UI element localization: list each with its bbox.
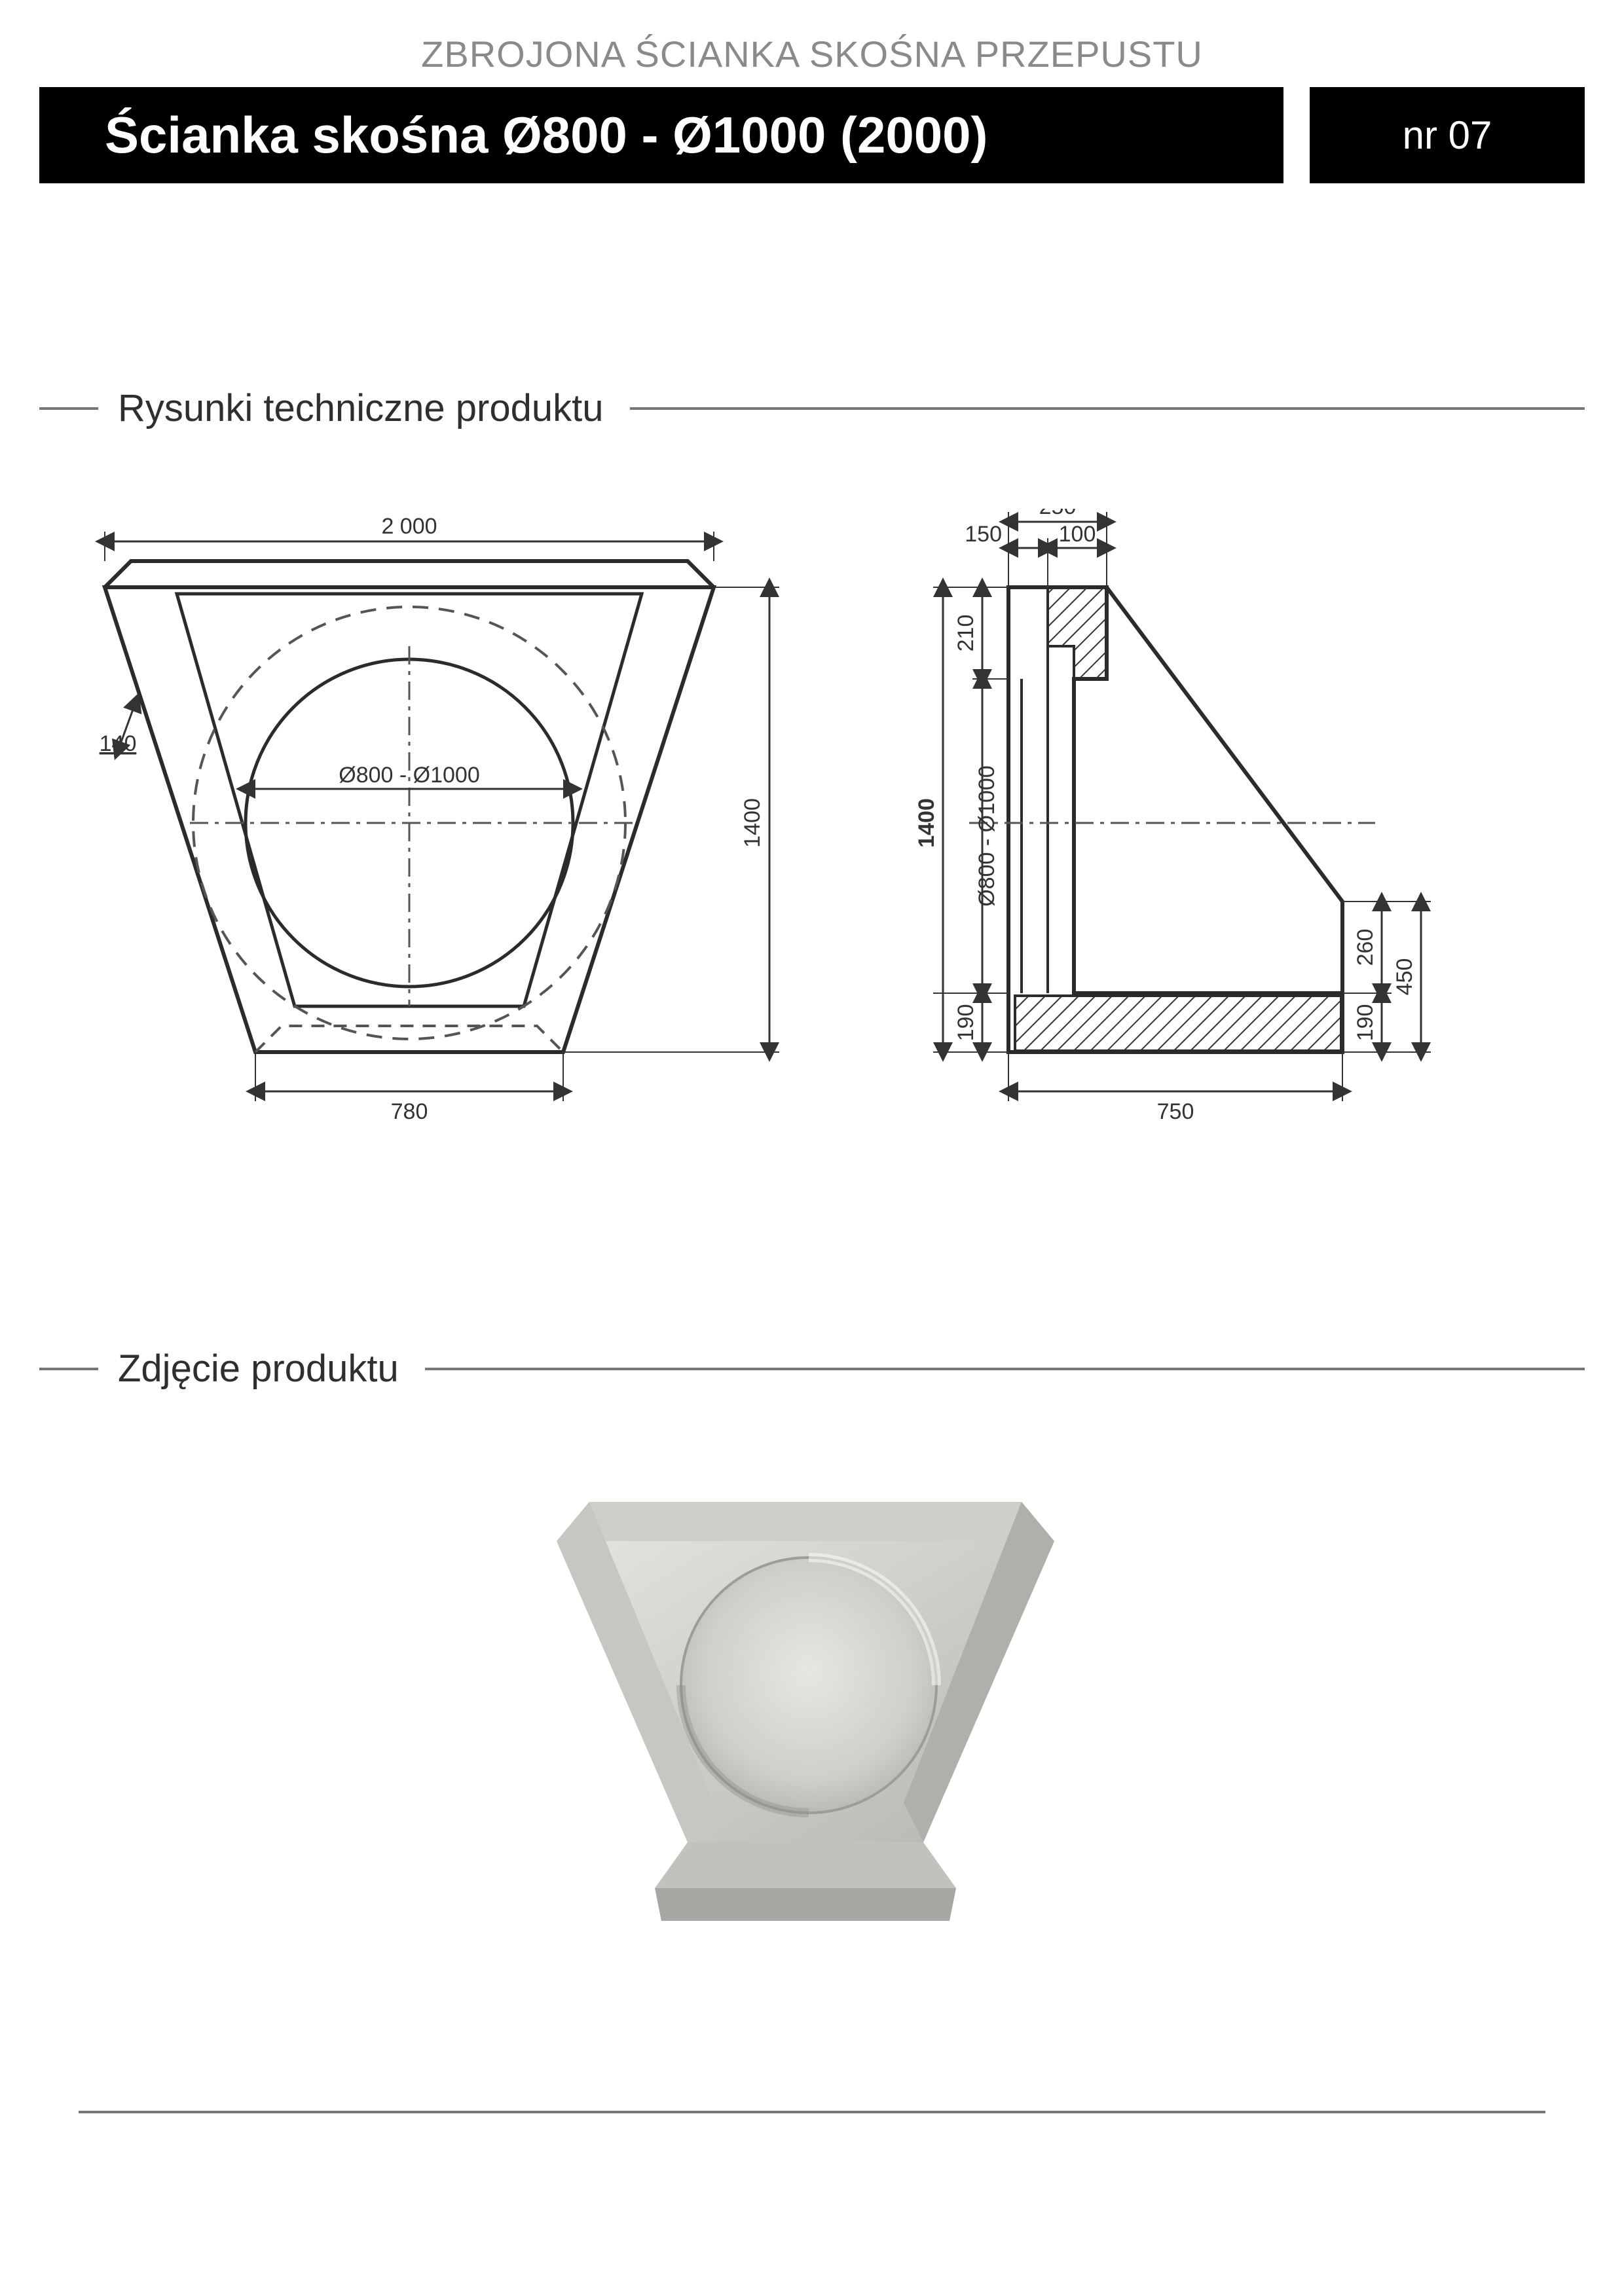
section-rule — [630, 407, 1585, 410]
section-dash — [39, 1368, 98, 1370]
section-photo-head: Zdjęcie produktu — [0, 1347, 1624, 1391]
side-view: 250 150 100 210 1400 Ø800 - Ø1000 190 — [914, 509, 1431, 1124]
dim-dia-side: Ø800 - Ø1000 — [974, 765, 999, 906]
drawings-svg: Ø800 - Ø1000 2 000 780 140 1400 — [79, 509, 1545, 1163]
technical-drawings: Ø800 - Ø1000 2 000 780 140 1400 — [79, 509, 1545, 1163]
product-photo-svg — [452, 1449, 1172, 1941]
product-title: Ścianka skośna Ø800 - Ø1000 (2000) — [39, 87, 1283, 183]
bottom-rule — [79, 2111, 1545, 2113]
dim-450: 450 — [1392, 958, 1417, 996]
header-bar: Ścianka skośna Ø800 - Ø1000 (2000) nr 07 — [0, 87, 1624, 183]
dim-750: 750 — [1157, 1099, 1194, 1124]
section-photo-label: Zdjęcie produktu — [118, 1347, 399, 1391]
dim-height-front: 1400 — [740, 798, 765, 848]
dim-top-250: 250 — [1039, 509, 1077, 519]
product-photo — [0, 1449, 1624, 1941]
dim-top-width: 2 000 — [381, 514, 437, 539]
front-view: Ø800 - Ø1000 2 000 780 140 1400 — [100, 514, 779, 1124]
dim-260: 260 — [1353, 929, 1378, 966]
product-number: nr 07 — [1310, 87, 1585, 183]
dim-1400: 1400 — [914, 798, 939, 848]
dim-190l: 190 — [953, 1004, 978, 1042]
section-rule — [425, 1368, 1585, 1370]
dim-190r: 190 — [1353, 1004, 1378, 1042]
dim-top-100: 100 — [1059, 522, 1096, 547]
section-drawings-label: Rysunki techniczne produktu — [118, 386, 604, 430]
section-dash — [39, 407, 98, 410]
dim-diameter: Ø800 - Ø1000 — [339, 763, 479, 788]
dim-wing: 140 — [100, 731, 137, 756]
dim-210: 210 — [953, 615, 978, 652]
dim-bottom-width: 780 — [391, 1099, 428, 1124]
super-title: ZBROJONA ŚCIANKA SKOŚNA PRZEPUSTU — [0, 0, 1624, 87]
dim-top-150: 150 — [965, 522, 1002, 547]
section-drawings-head: Rysunki techniczne produktu — [0, 386, 1624, 430]
